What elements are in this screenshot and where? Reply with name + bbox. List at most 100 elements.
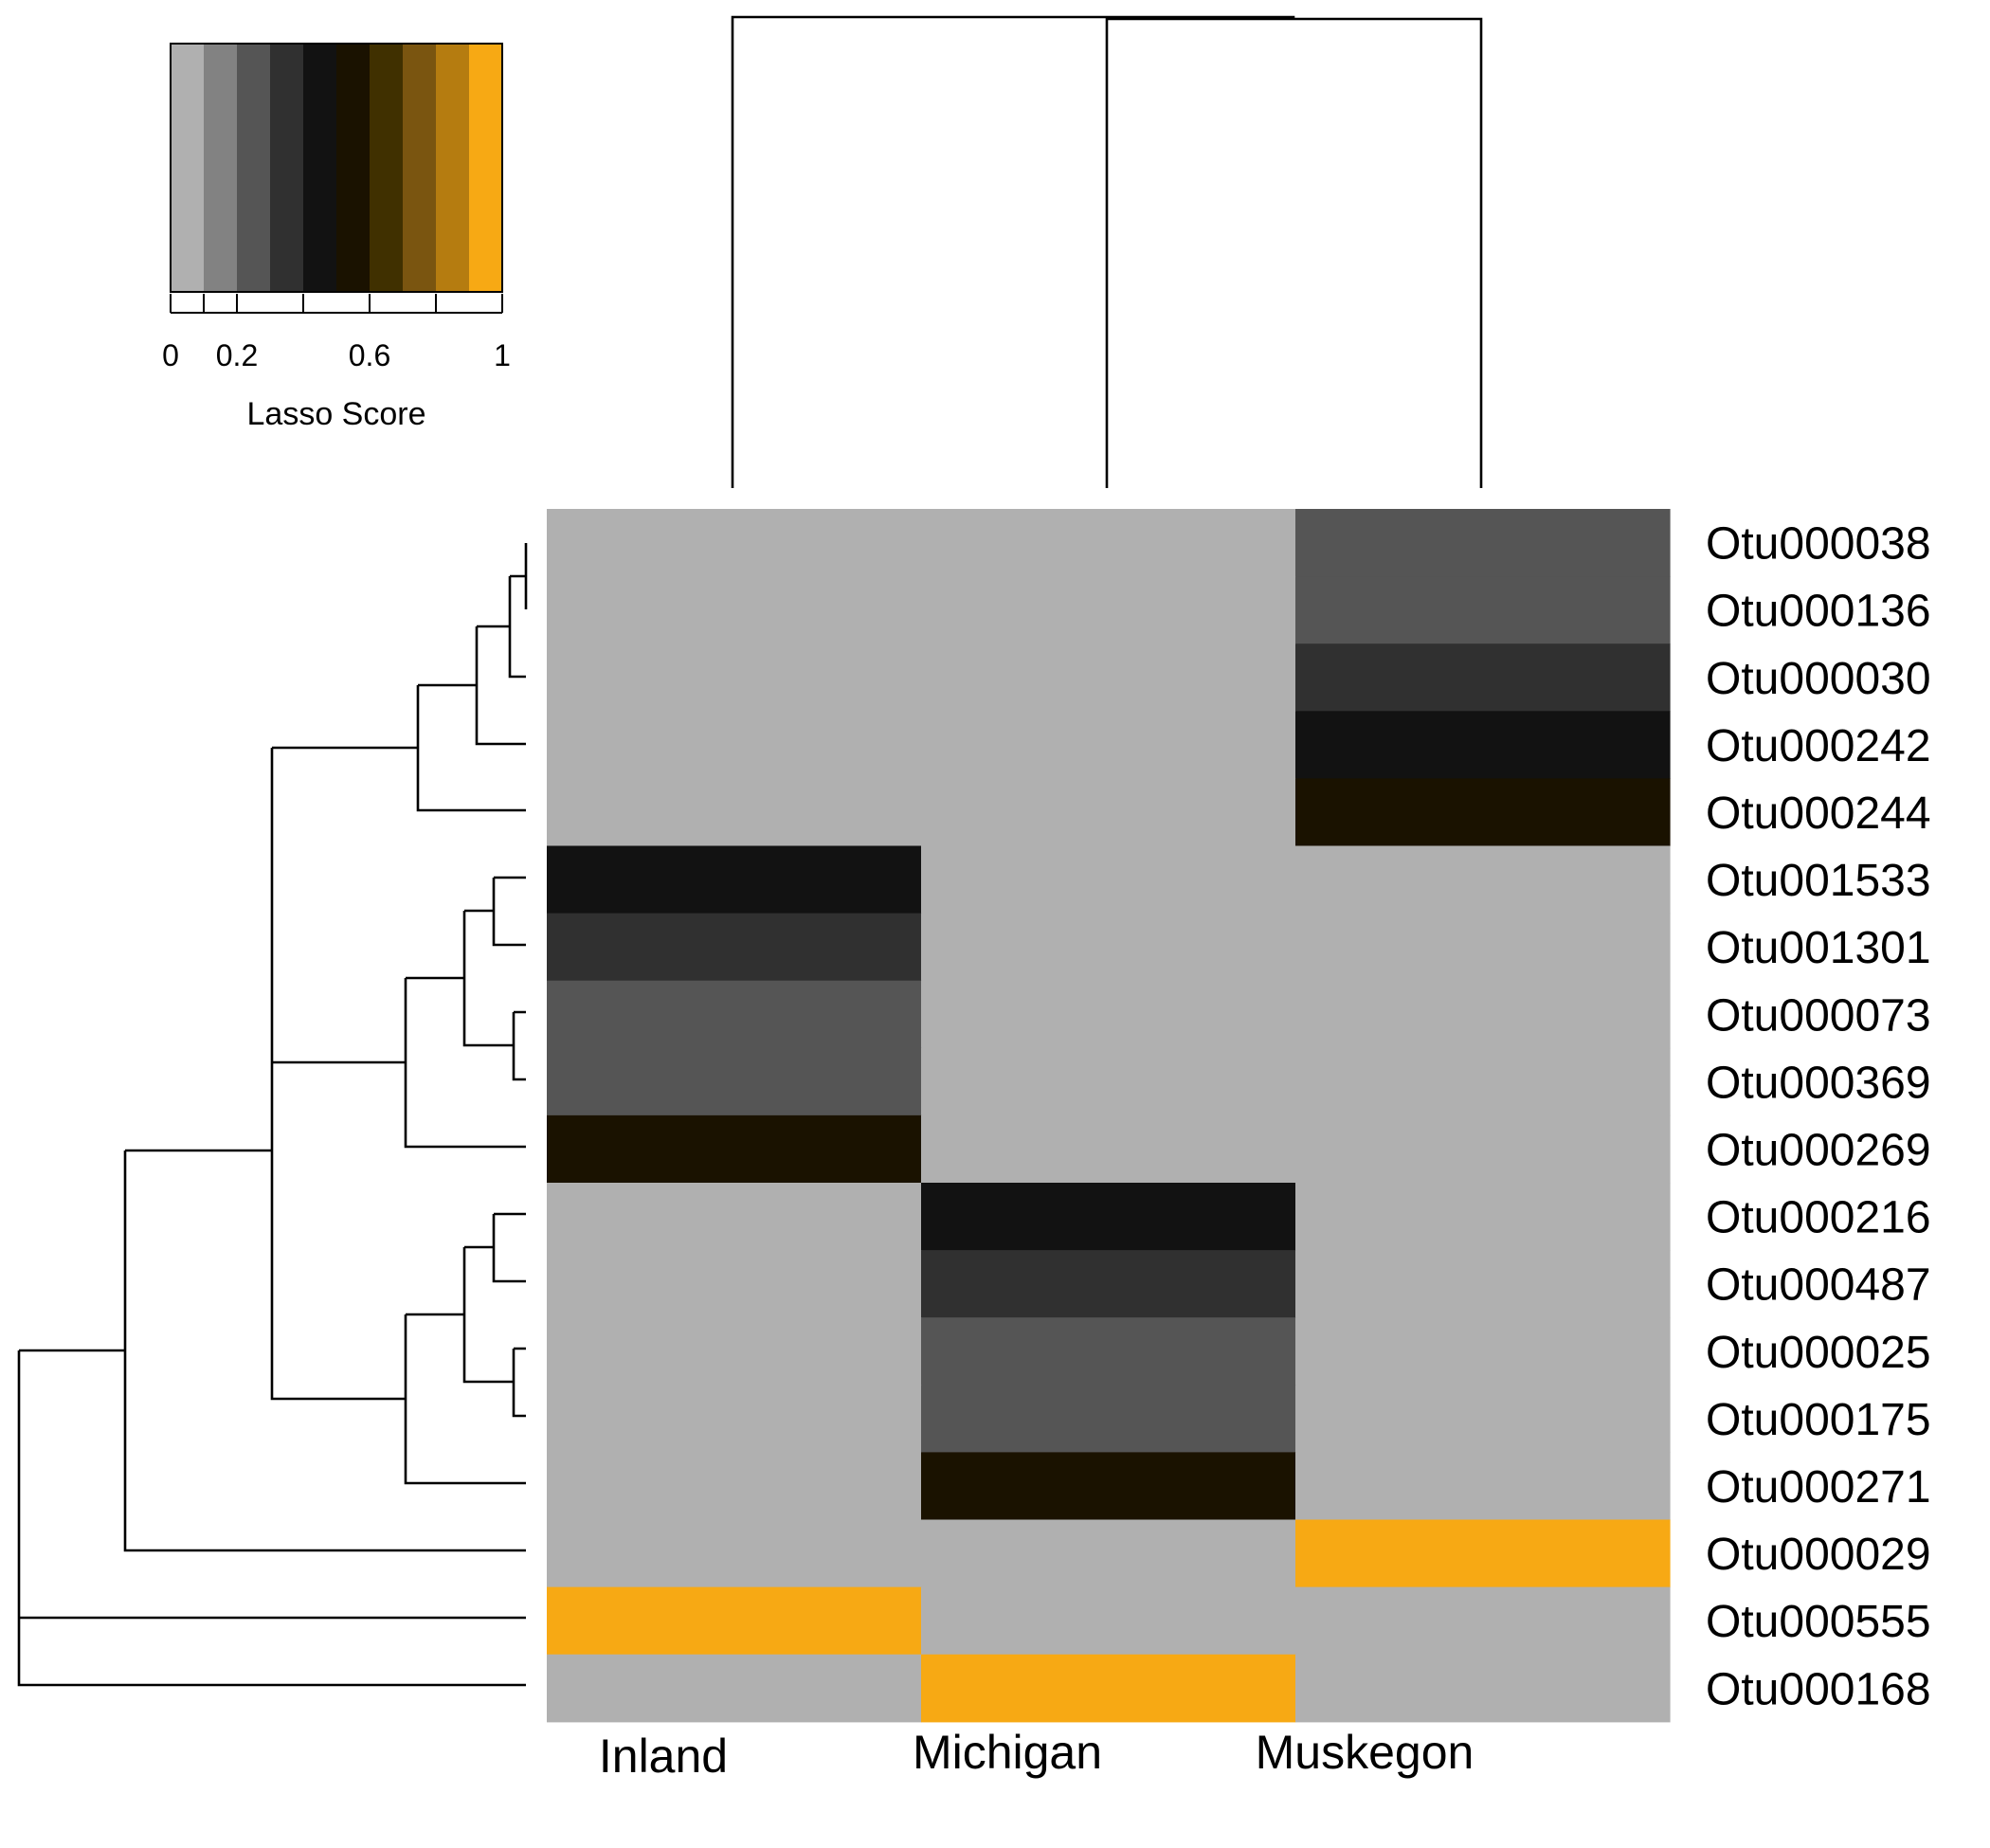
heatmap-cell — [921, 1250, 1296, 1318]
heatmap-cell — [921, 576, 1296, 644]
color-key-swatch — [403, 44, 437, 292]
heatmap-cell — [1295, 1250, 1671, 1318]
color-key-tick-label: 0.2 — [216, 338, 258, 372]
heatmap-cell — [547, 1452, 922, 1521]
heatmap-cell — [1295, 1183, 1671, 1251]
heatmap-cell — [1295, 1385, 1671, 1453]
heatmap-cell — [547, 1654, 922, 1723]
heatmap-cell — [1295, 1452, 1671, 1521]
heatmap-cell — [547, 980, 922, 1049]
heatmap-cell — [921, 845, 1296, 915]
row-label: Otu001301 — [1706, 923, 1931, 973]
heatmap-cell — [547, 1586, 922, 1656]
heatmap-cell — [547, 778, 922, 847]
heatmap-cell — [547, 1114, 922, 1184]
row-dendrogram-branch — [512, 1010, 526, 1081]
row-dendrogram-branch — [416, 683, 526, 812]
row-label: Otu000271 — [1706, 1462, 1931, 1513]
heatmap-cell — [1295, 1519, 1671, 1588]
color-key-swatch — [336, 44, 371, 292]
heatmap-cell — [547, 913, 922, 982]
heatmap-cell — [921, 711, 1296, 779]
heatmap-cell — [921, 1452, 1296, 1521]
color-key-frame — [170, 43, 503, 293]
color-key-swatch — [370, 44, 404, 292]
heatmap-cell — [1295, 1047, 1671, 1116]
heatmap-cell — [921, 1385, 1296, 1453]
color-key-swatch — [171, 44, 205, 292]
row-labels: Otu000038 Otu000136 Otu000030 Otu000242 Otu0… — [1706, 519, 1931, 1715]
heatmap-cell — [547, 643, 922, 712]
color-key-tick-label: 0 — [162, 338, 179, 372]
heatmap-cell — [921, 980, 1296, 1049]
color-key-tick-label: 0.6 — [349, 338, 390, 372]
color-key-swatch — [436, 44, 470, 292]
heatmap-cell — [921, 1114, 1296, 1184]
heatmap-cell — [547, 576, 922, 644]
color-key-swatch — [270, 44, 304, 292]
column-label: Michigan — [913, 1726, 1102, 1779]
row-label: Otu000216 — [1706, 1193, 1931, 1243]
heatmap-cell — [1295, 778, 1671, 847]
color-key-swatch — [469, 44, 503, 292]
row-label: Otu000030 — [1706, 654, 1931, 704]
row-dendrogram-branch — [404, 976, 526, 1149]
color-key-axis: 0 0.2 0.6 1 — [162, 294, 511, 372]
row-dendrogram-branch — [270, 746, 418, 1062]
color-key-tick-label: 1 — [494, 338, 511, 372]
heatmap-cell — [547, 1047, 922, 1116]
heatmap-cell — [1295, 576, 1671, 644]
row-dendrogram-branch — [475, 625, 526, 746]
heatmap-cell — [547, 1250, 922, 1318]
color-key-swatch — [303, 44, 337, 292]
heatmap-cell — [1295, 509, 1671, 577]
row-dendrogram-branch — [462, 1245, 514, 1384]
row-dendrogram-branch — [508, 576, 526, 679]
heatmap-cell — [921, 643, 1296, 712]
column-dendrogram — [731, 15, 1483, 488]
column-dendrogram-branch-michigan-muskegon — [1105, 17, 1483, 488]
column-label: Muskegon — [1256, 1726, 1474, 1779]
row-label: Otu001533 — [1706, 856, 1931, 906]
color-key-swatch — [237, 44, 271, 292]
row-dendrogram-branch — [270, 1060, 406, 1401]
heatmap-cell — [921, 1047, 1296, 1116]
row-label: Otu000136 — [1706, 587, 1931, 637]
row-label: Otu000029 — [1706, 1530, 1931, 1580]
row-label: Otu000242 — [1706, 721, 1931, 771]
column-dendrogram-branch-root — [731, 15, 1295, 488]
row-label: Otu000175 — [1706, 1395, 1931, 1445]
color-key-swatches — [171, 44, 503, 292]
color-key-legend: 0 0.2 0.6 1 Lasso Score — [162, 43, 511, 432]
row-dendrogram-branch — [492, 1212, 526, 1283]
row-label: Otu000168 — [1706, 1664, 1931, 1714]
heatmap-cell — [921, 1586, 1296, 1656]
row-dendrogram-branch — [510, 543, 528, 609]
row-dendrogram-branch — [123, 1149, 526, 1552]
heatmap-cell — [921, 1519, 1296, 1588]
heatmap-cell — [921, 1654, 1296, 1723]
heatmap-cell — [547, 1519, 922, 1588]
row-label: Otu000487 — [1706, 1260, 1931, 1311]
heatmap-cell — [1295, 913, 1671, 982]
heatmap-cell — [1295, 711, 1671, 779]
heatmap-cell — [1295, 1317, 1671, 1386]
heatmap-cell — [921, 1183, 1296, 1251]
heatmap-cell — [1295, 643, 1671, 712]
row-label: Otu000244 — [1706, 788, 1931, 839]
row-dendrogram-branch — [17, 1349, 526, 1687]
row-label: Otu000369 — [1706, 1058, 1931, 1108]
row-dendrogram-branch — [512, 1347, 526, 1418]
heatmap-cell — [1295, 1114, 1671, 1184]
heatmap-cell — [547, 1317, 922, 1386]
heatmap-cell — [1295, 1586, 1671, 1656]
heatmap-cell — [547, 1183, 922, 1251]
color-key-swatch — [204, 44, 238, 292]
row-dendrogram-branch — [492, 876, 526, 947]
heatmap-cell — [1295, 1654, 1671, 1723]
row-label: Otu000269 — [1706, 1125, 1931, 1175]
heatmap-cell — [1295, 845, 1671, 915]
heatmap-cell — [547, 509, 922, 577]
row-label: Otu000038 — [1706, 519, 1931, 570]
